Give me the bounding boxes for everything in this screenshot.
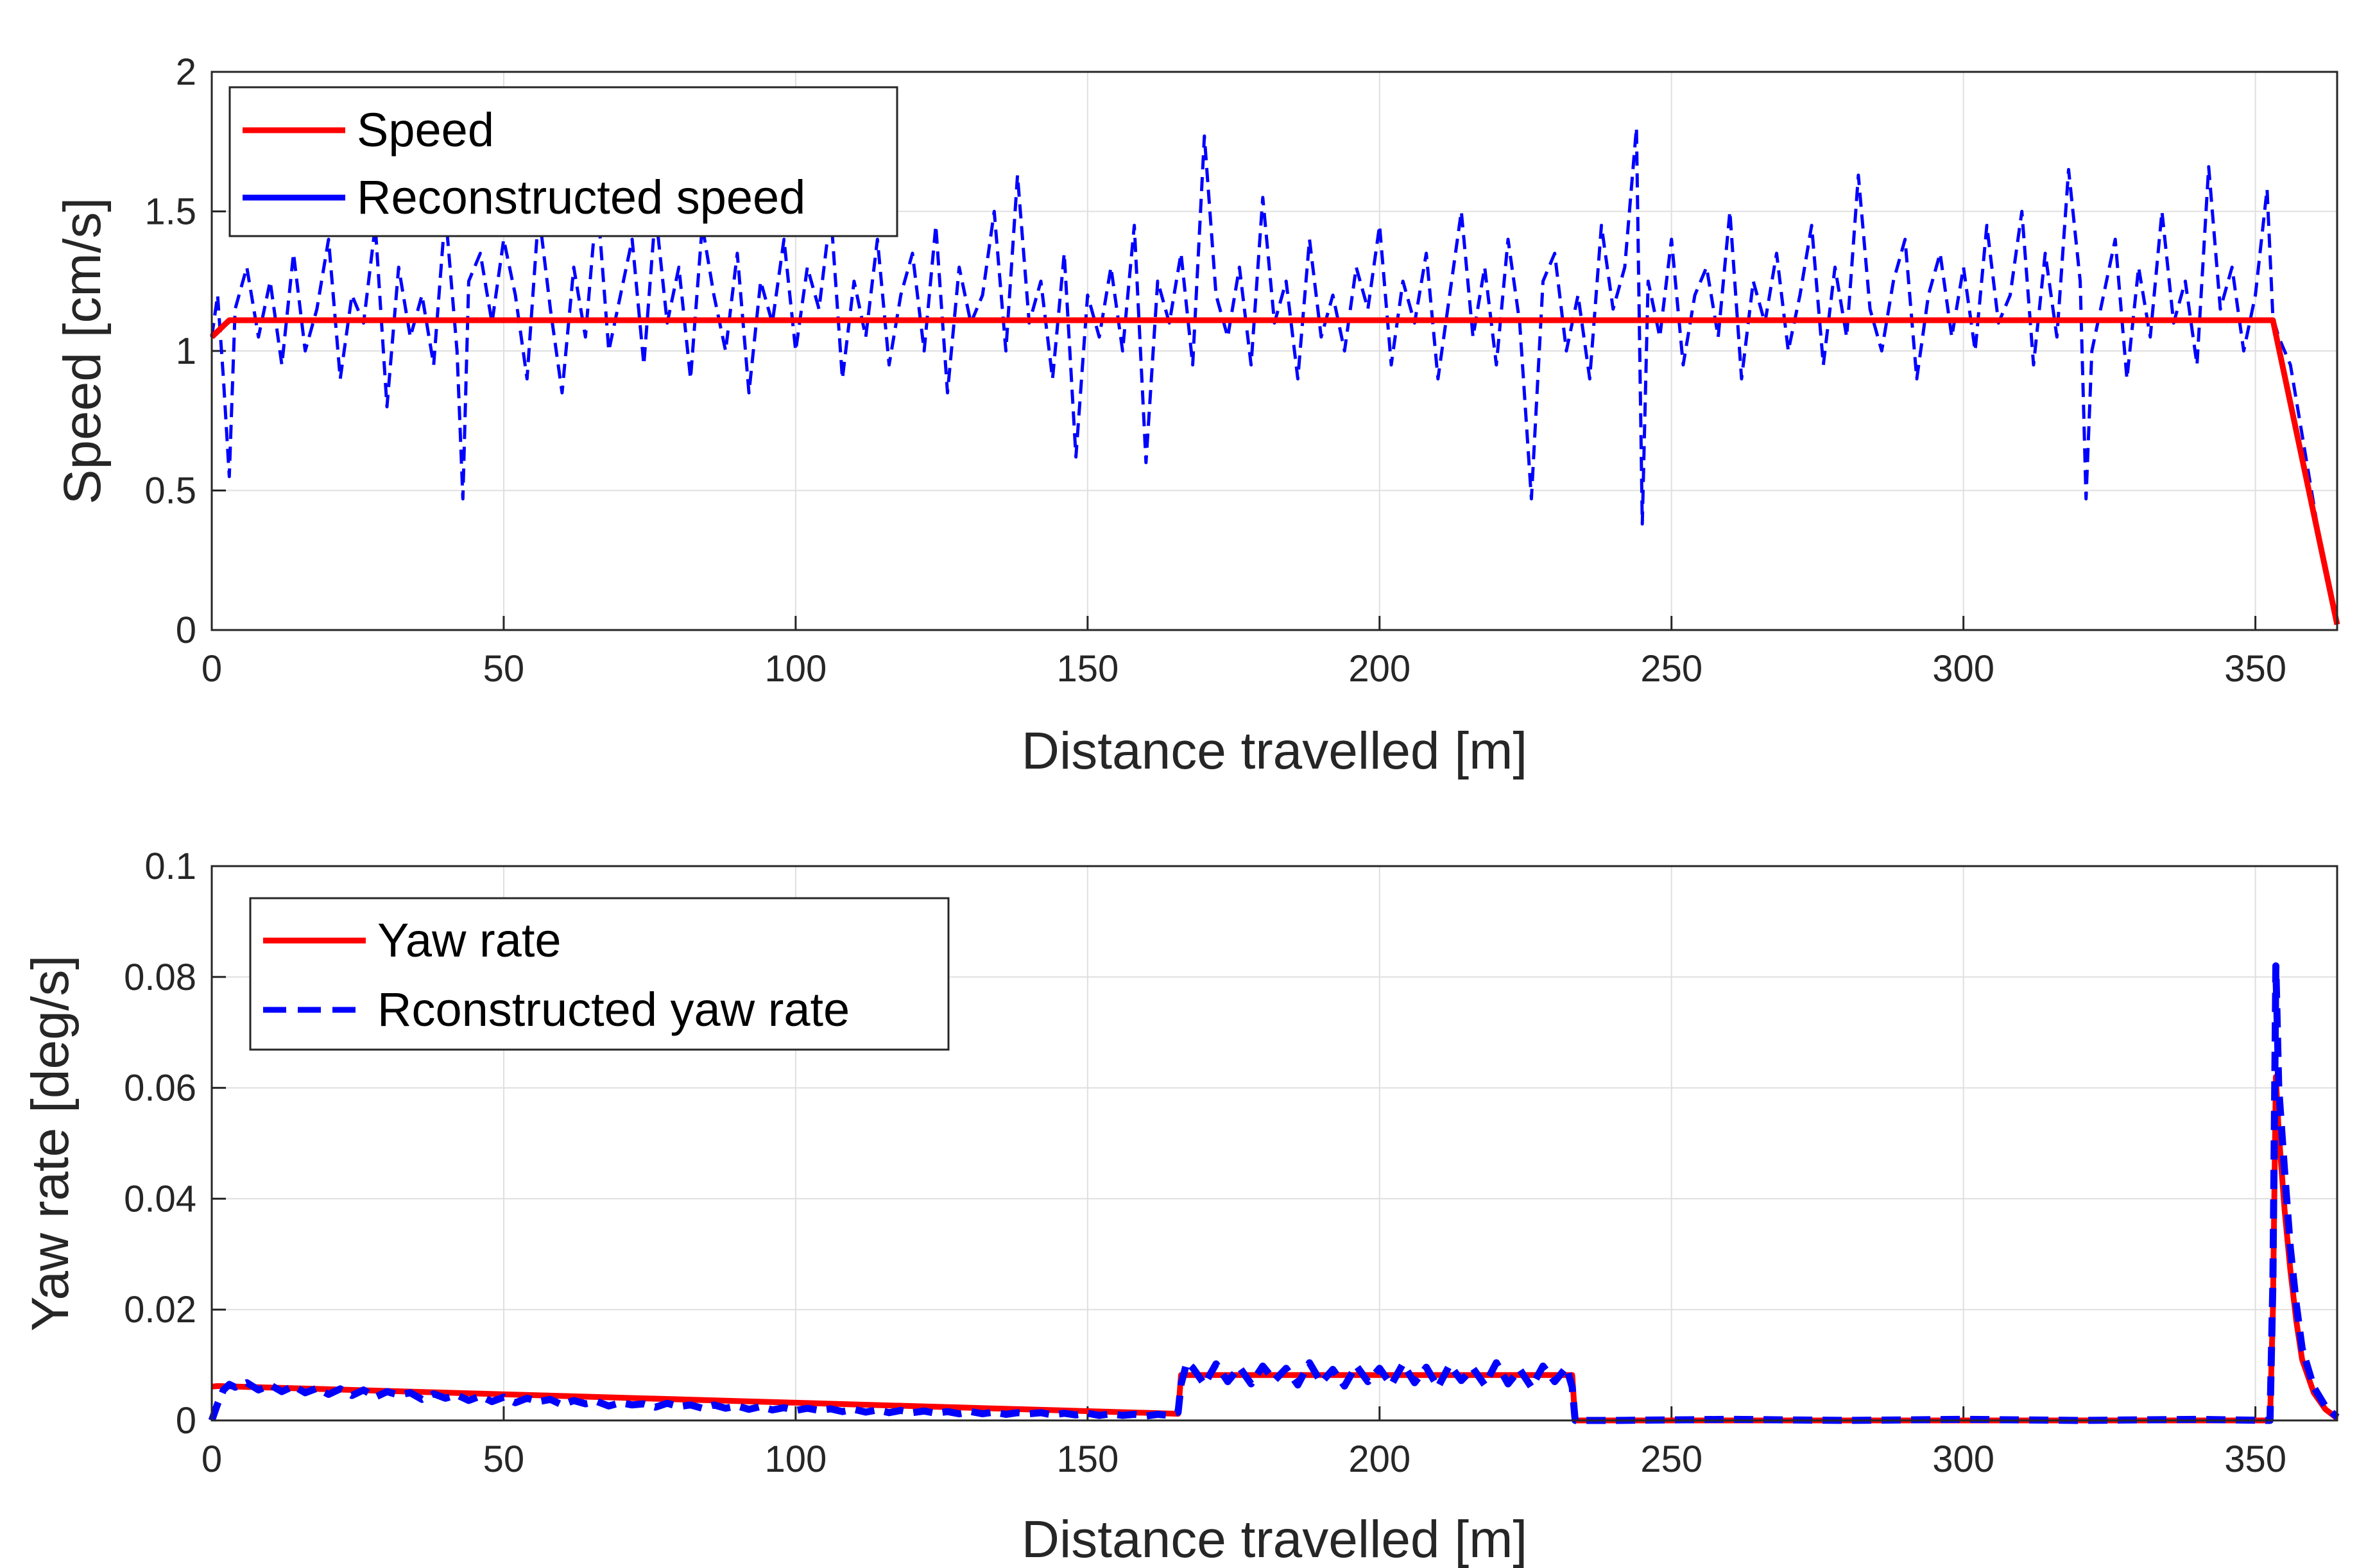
speed-legend-box <box>228 86 898 237</box>
legend-yaw-rate-label: Yaw rate <box>377 914 562 967</box>
yaw-rate-y-tick-label: 0.08 <box>124 957 196 998</box>
yaw-rate-y-tick-label: 0.1 <box>144 846 196 887</box>
speed-y-tick-label: 1.5 <box>144 191 196 233</box>
speed-series-speed <box>209 317 2340 626</box>
speed-x-tick-label: 0 <box>201 648 222 690</box>
yaw-rate-legend-box <box>249 897 950 1051</box>
speed-series-lines <box>209 126 2340 626</box>
speed-x-tick-label: 150 <box>1056 648 1119 690</box>
yaw-rate-x-tick-label: 350 <box>2224 1438 2286 1480</box>
speed-y-tick-label: 1 <box>176 330 196 372</box>
yaw-rate-y-tick-label: 0 <box>176 1400 196 1442</box>
legend-reconstructed-speed-label: Reconstructed speed <box>357 171 805 224</box>
yaw-rate-legend: Yaw rate Rconstructed yaw rate <box>249 897 950 1051</box>
speed-x-tick-label: 100 <box>764 648 827 690</box>
yaw-rate-axes-box <box>210 865 2338 1422</box>
speed-x-tick-label: 50 <box>483 648 525 690</box>
speed-y-tick-label: 0 <box>176 609 196 651</box>
speed-x-tick-label: 350 <box>2224 648 2286 690</box>
yaw-rate-grid <box>210 865 2337 1422</box>
speed-x-axis-label: Distance travelled [m] <box>1022 722 1527 780</box>
speed-axes: 0 50 100 150 200 250 300 350 0 0.5 1 1.5 2 Distance … <box>53 51 2340 780</box>
yaw-rate-x-tick-label: 100 <box>764 1438 827 1480</box>
yaw-rate-x-tick-label: 300 <box>1932 1438 1994 1480</box>
yaw-rate-y-tick-label: 0.06 <box>124 1068 196 1109</box>
yaw-rate-y-tick-label: 0.02 <box>124 1289 196 1331</box>
legend-speed-label: Speed <box>357 103 494 157</box>
speed-x-tick-label: 250 <box>1640 648 1702 690</box>
yaw-rate-x-axis-label: Distance travelled [m] <box>1022 1510 1527 1568</box>
speed-x-tick-label: 200 <box>1348 648 1410 690</box>
yaw-rate-x-tick-label: 50 <box>483 1438 525 1480</box>
speed-y-axis-label: Speed [cm/s] <box>53 198 112 505</box>
speed-y-tick-label: 2 <box>176 51 196 93</box>
yaw-rate-x-tick-label: 0 <box>201 1438 222 1480</box>
yaw-rate-axes: 0 50 100 150 200 250 300 350 0 0.02 0.04 0.06 0.08 0.… <box>21 846 2340 1568</box>
yaw-rate-x-tick-label: 250 <box>1640 1438 1702 1480</box>
yaw-rate-y-axis-label: Yaw rate [deg/s] <box>21 955 80 1331</box>
speed-axes-box <box>210 71 2338 631</box>
speed-x-tick-label: 300 <box>1932 648 1994 690</box>
legend-reconstructed-yaw-rate-label: Rconstructed yaw rate <box>377 983 850 1036</box>
yaw-rate-tick-labels: 0 50 100 150 200 250 300 350 0 0.02 0.04 0.06 0.08 0.… <box>124 846 2286 1480</box>
yaw-rate-x-tick-label: 150 <box>1056 1438 1119 1480</box>
speed-y-tick-label: 0.5 <box>144 470 196 512</box>
speed-tick-labels: 0 50 100 150 200 250 300 350 0 0.5 1 1.5 2 <box>144 51 2286 690</box>
speed-legend: Speed Reconstructed speed <box>228 86 898 237</box>
yaw-rate-x-tick-label: 200 <box>1348 1438 1410 1480</box>
yaw-rate-y-tick-label: 0.04 <box>124 1178 196 1220</box>
yaw-rate-series-lines <box>208 962 2340 1424</box>
